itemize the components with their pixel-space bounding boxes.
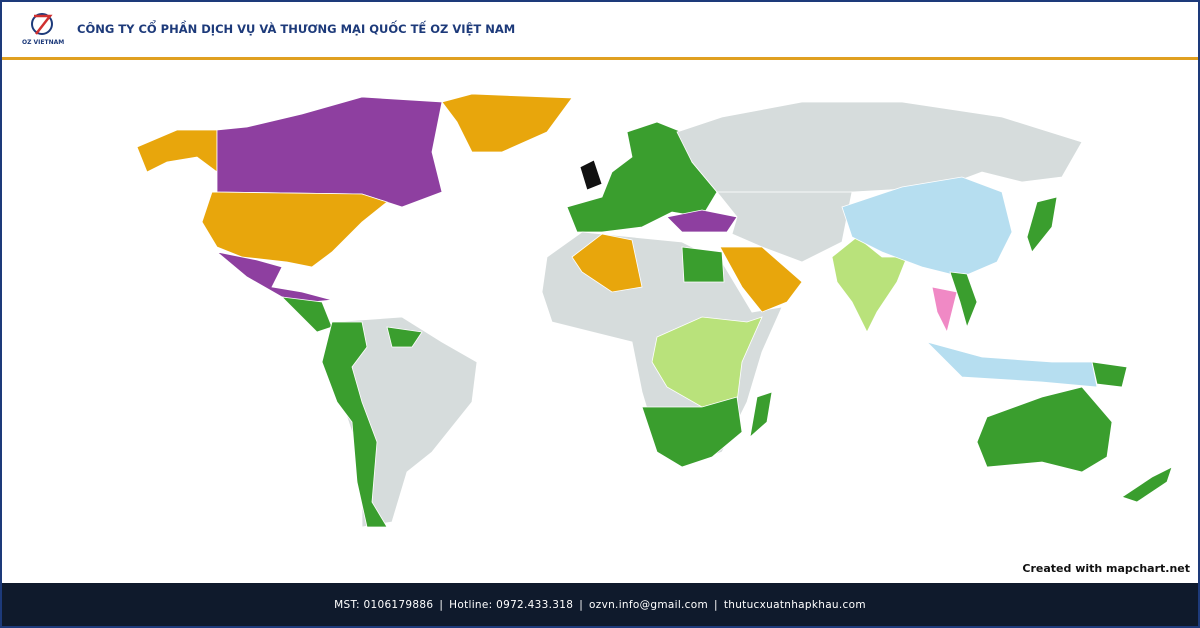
- footer-separator: |: [714, 598, 718, 611]
- footer-item: MST: 0106179886: [334, 598, 434, 611]
- footer-item: ozvn.info@gmail.com: [589, 598, 709, 611]
- title: CÔNG TY CỔ PHẦN DỊCH VỤ VÀ THƯƠNG MẠI QU…: [77, 22, 516, 36]
- footer-item: Hotline: 0972.433.318: [449, 598, 574, 611]
- header: OZ VIETNAM CÔNG TY CỔ PHẦN DỊCH VỤ VÀ TH…: [2, 2, 1198, 60]
- world-map: [136, 93, 1173, 528]
- logo: [31, 13, 53, 35]
- map-credit: Created with mapchart.net: [1022, 562, 1190, 575]
- logo-text: OZ VIETNAM: [22, 39, 65, 46]
- footer: MST: 0106179886 | Hotline: 0972.433.318 | oz…: [2, 583, 1198, 626]
- footer-separator: |: [439, 598, 444, 611]
- footer-item: thutucxuatnhapkhau.com: [723, 598, 866, 611]
- footer-separator: |: [579, 598, 584, 611]
